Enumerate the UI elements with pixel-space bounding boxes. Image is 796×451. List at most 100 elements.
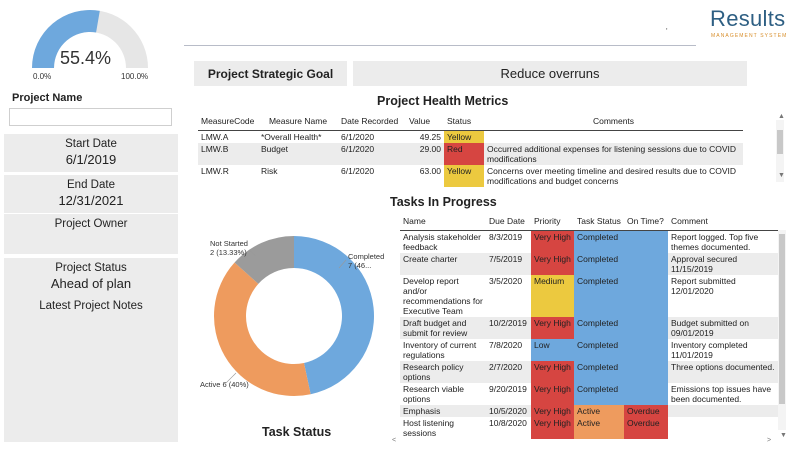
table-row[interactable]: Host listening sessions 10/8/2020 Very H… <box>400 416 778 439</box>
cell-priority: Very High <box>531 316 574 339</box>
cell-status: Red <box>444 142 484 165</box>
cell-due: 7/8/2020 <box>489 339 523 350</box>
cell-task-status: Completed <box>574 230 624 253</box>
cell-comment: Report submitted 12/01/2020 <box>671 275 736 296</box>
leader-line-active <box>225 372 237 384</box>
cell-priority: Very High <box>531 404 574 417</box>
cell-task-status: Completed <box>574 382 624 405</box>
cell-task-name: Draft budget and submit for review <box>403 317 468 338</box>
end-date-value: 12/31/2021 <box>58 193 124 208</box>
cell-priority: Very High <box>531 416 574 439</box>
col-measure-name[interactable]: Measure Name <box>268 116 328 127</box>
cell-priority: Very High <box>531 382 574 405</box>
col-comment[interactable]: Comment <box>671 215 708 226</box>
tasks-table-container: Name Due Date Priority Task Status On Ti… <box>400 212 778 442</box>
tasks-header-row: Name Due Date Priority Task Status On Ti… <box>400 212 778 230</box>
cell-value: 49.25 <box>419 131 441 142</box>
col-date-recorded[interactable]: Date Recorded <box>341 116 399 127</box>
leader-line-completed <box>338 259 347 269</box>
health-scrollbar[interactable] <box>776 120 784 182</box>
project-status-value: Ahead of plan <box>50 276 132 291</box>
gauge-min-label: 0.0% <box>33 72 52 81</box>
col-status[interactable]: Status <box>447 116 472 127</box>
table-row[interactable]: Research policy options 2/7/2020 Very Hi… <box>400 360 778 383</box>
cell-comment: Concerns over meeting timeline and desir… <box>487 165 736 186</box>
cell-priority: Very High <box>531 230 574 253</box>
donut-label-completed: Completed 7 (46... <box>348 252 385 270</box>
tasks-scroll-down-icon[interactable]: ▼ <box>780 432 787 439</box>
cell-code: LMW.A <box>201 131 229 142</box>
col-priority[interactable]: Priority <box>534 215 561 226</box>
health-metrics-title: Project Health Metrics <box>377 94 509 108</box>
health-scroll-up-icon[interactable]: ▲ <box>778 113 785 120</box>
cell-comment: Budget submitted on 09/01/2019 <box>671 317 749 338</box>
cell-task-name: Host listening sessions <box>403 417 455 438</box>
cell-name: *Overall Health* <box>261 131 322 142</box>
cell-status: Yellow <box>444 130 484 143</box>
health-scroll-thumb[interactable] <box>777 130 783 154</box>
table-row[interactable]: LMW.R Risk 6/1/2020 63.00 Yellow Concern… <box>198 164 743 187</box>
cell-task-name: Emphasis <box>403 405 441 416</box>
cell-comment: Report logged. Top five themes documente… <box>671 231 759 252</box>
tasks-scroll-left-icon[interactable]: < <box>392 437 397 444</box>
cell-code: LMW.R <box>201 165 229 176</box>
col-comments[interactable]: Comments <box>592 116 635 127</box>
donut-slice-active[interactable] <box>214 262 311 396</box>
end-date-card: End Date 12/31/2021 <box>4 175 178 213</box>
table-row[interactable]: Create charter 7/5/2019 Very High Comple… <box>400 252 778 275</box>
cell-task-name: Develop report and/or recommendations fo… <box>403 275 483 316</box>
latest-notes-card: Latest Project Notes <box>4 296 178 442</box>
health-header-row: MeasureCode Measure Name Date Recorded V… <box>198 113 743 130</box>
cell-task-name: Create charter <box>403 253 458 264</box>
cell-task-name: Research policy options <box>403 361 464 382</box>
cell-comment: Inventory completed 11/01/2019 <box>671 339 748 360</box>
task-status-title: Task Status <box>262 425 332 439</box>
cell-comment: Occurred additional expenses for listeni… <box>487 143 736 164</box>
col-value[interactable]: Value <box>409 116 431 127</box>
cell-comment <box>668 405 778 417</box>
table-row[interactable]: LMW.B Budget 6/1/2020 29.00 Red Occurred… <box>198 142 743 165</box>
cell-task-status: Active <box>574 404 624 417</box>
col-measure-code[interactable]: MeasureCode <box>201 116 255 127</box>
col-on-time[interactable]: On Time? <box>627 215 664 226</box>
donut-slice-completed[interactable] <box>294 236 374 395</box>
donut-slice-not-started[interactable] <box>234 236 294 284</box>
cell-due: 2/7/2020 <box>489 361 523 372</box>
table-row[interactable]: Analysis stakeholder feedback 8/3/2019 V… <box>400 230 778 253</box>
project-owner-card: Project Owner <box>4 214 178 254</box>
table-row[interactable]: Draft budget and submit for review 10/2/… <box>400 316 778 339</box>
cell-name: Budget <box>261 143 288 154</box>
cell-task-status: Completed <box>574 360 624 383</box>
table-row[interactable]: Inventory of current regulations 7/8/202… <box>400 338 778 361</box>
tasks-scroll-right-icon[interactable]: > <box>767 437 772 444</box>
cell-due: 10/2/2019 <box>489 317 527 328</box>
col-task-status[interactable]: Task Status <box>577 215 621 226</box>
cell-due: 9/20/2019 <box>489 383 527 394</box>
cell-priority: Low <box>531 338 574 361</box>
cell-on-time <box>624 382 668 405</box>
start-date-label: Start Date <box>65 138 117 150</box>
latest-notes-label: Latest Project Notes <box>39 300 143 312</box>
table-row[interactable]: LMW.A *Overall Health* 6/1/2020 49.25 Ye… <box>198 130 743 143</box>
cell-date: 6/1/2020 <box>341 131 375 142</box>
project-name-selector[interactable] <box>9 108 172 126</box>
health-scroll-down-icon[interactable]: ▼ <box>778 172 785 179</box>
table-row[interactable]: Develop report and/or recommendations fo… <box>400 274 778 317</box>
cell-value: 63.00 <box>419 165 441 176</box>
tasks-in-progress-title: Tasks In Progress <box>390 195 497 209</box>
table-row[interactable]: Research viable options 9/20/2019 Very H… <box>400 382 778 405</box>
start-date-card: Start Date 6/1/2019 <box>4 134 178 172</box>
cell-on-time <box>624 230 668 253</box>
cell-task-status: Completed <box>574 252 624 275</box>
cell-task-status: Completed <box>574 316 624 339</box>
col-due-date[interactable]: Due Date <box>489 215 525 226</box>
col-task-name[interactable]: Name <box>403 215 426 226</box>
cell-on-time <box>624 252 668 275</box>
cell-name: Risk <box>261 165 278 176</box>
tasks-scrollbar[interactable] <box>778 230 786 430</box>
cell-comment: Approval secured 11/15/2019 <box>671 253 738 274</box>
tasks-scroll-thumb[interactable] <box>779 234 785 404</box>
cell-date: 6/1/2020 <box>341 143 375 154</box>
cell-comment: Three options documented. <box>671 361 775 372</box>
table-row[interactable]: Emphasis 10/5/2020 Very High Active Over… <box>400 404 778 417</box>
